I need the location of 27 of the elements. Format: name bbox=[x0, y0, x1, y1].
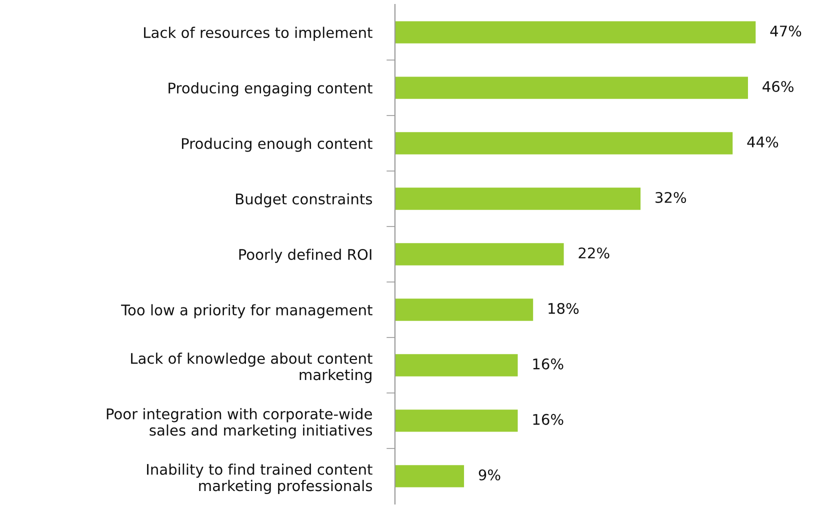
bar bbox=[394, 132, 733, 154]
data-label: 44% bbox=[747, 136, 778, 148]
y-tick-label: Lack of resources to implement bbox=[144, 26, 372, 41]
bar bbox=[394, 298, 534, 321]
data-label: 32% bbox=[656, 192, 686, 203]
y-tick-label: Producing enough content bbox=[182, 138, 372, 152]
y-tick-label: Lack of knowledge about content marketing bbox=[131, 352, 372, 384]
data-label: 22% bbox=[578, 247, 610, 258]
bar bbox=[394, 465, 464, 488]
data-label: 47% bbox=[770, 26, 802, 37]
data-label: 16% bbox=[533, 414, 564, 425]
data-label: 16% bbox=[533, 358, 564, 370]
y-tick-label: Poor integration with corporate-wide sales and marketing initiatives bbox=[106, 408, 372, 439]
y-tick-label: Too low a priority for management bbox=[121, 304, 372, 318]
bar bbox=[394, 21, 756, 44]
data-label: 46% bbox=[762, 81, 794, 92]
data-label: 9% bbox=[478, 469, 500, 480]
y-tick-label: Inability to find trained content marketing professionals bbox=[147, 464, 372, 494]
y-tick-label: Budget constraints bbox=[236, 193, 372, 208]
bar bbox=[394, 243, 564, 266]
y-tick-label: Producing engaging content bbox=[168, 82, 372, 96]
data-label: 18% bbox=[548, 302, 579, 314]
bar bbox=[394, 354, 518, 376]
y-tick-label: Poorly defined ROI bbox=[239, 248, 372, 263]
bar bbox=[394, 76, 748, 99]
bar bbox=[394, 410, 518, 432]
bar bbox=[394, 188, 641, 210]
